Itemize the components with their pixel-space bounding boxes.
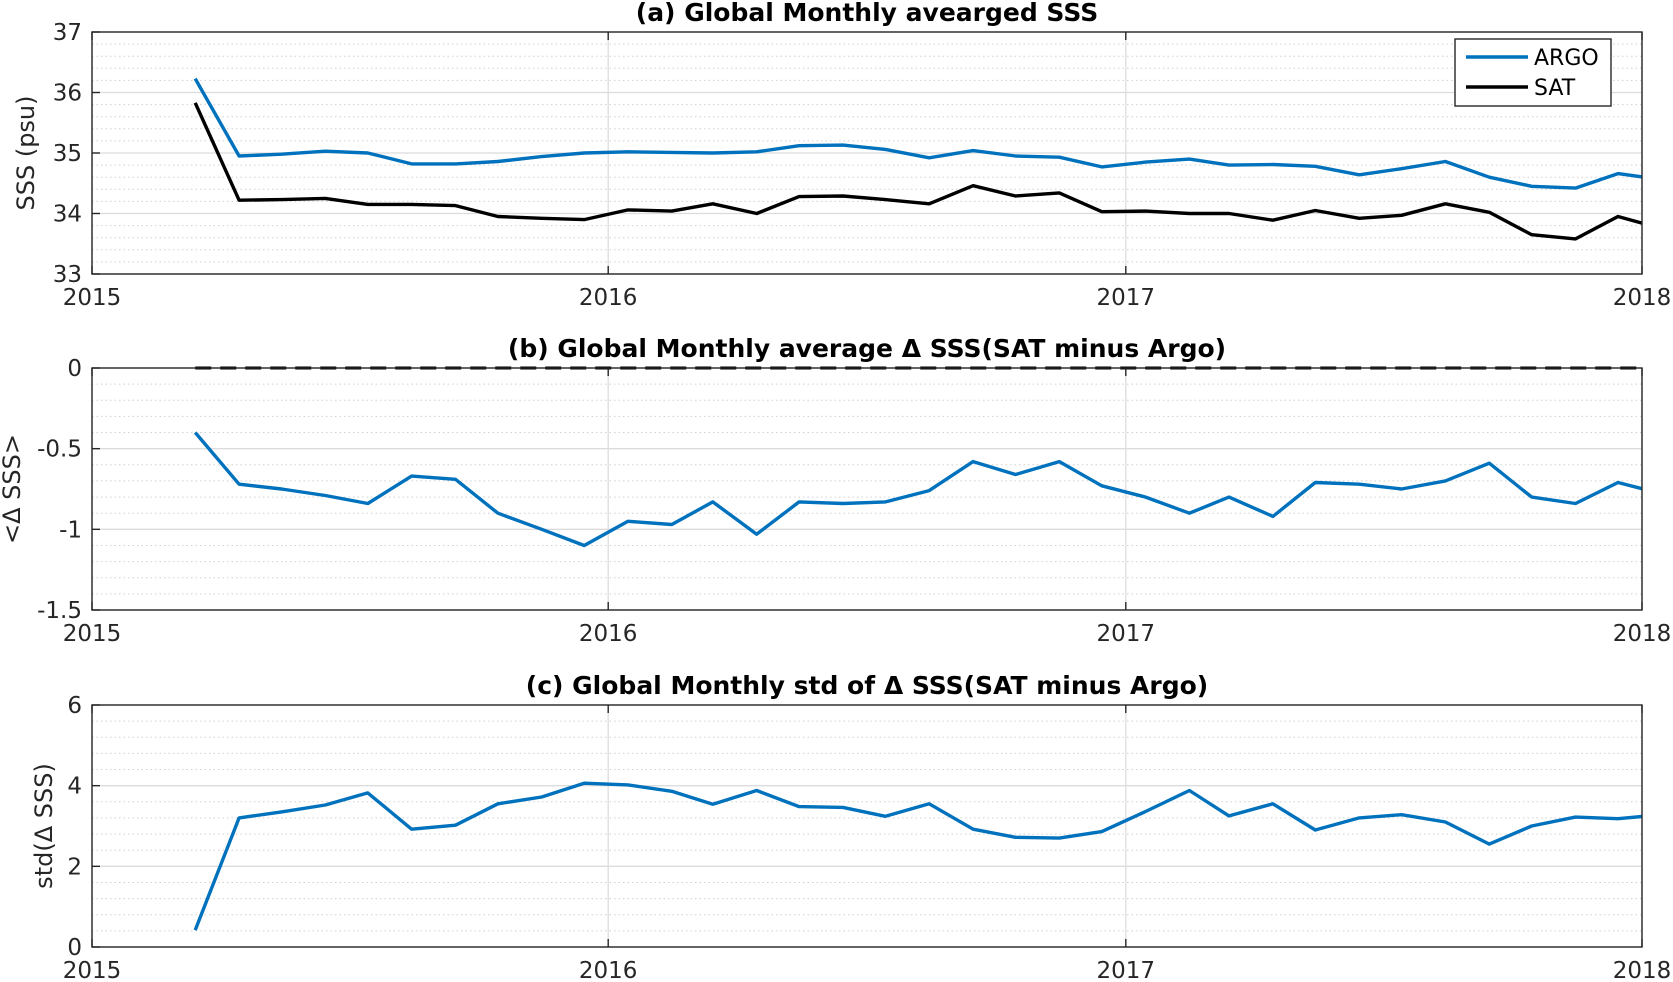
legend: ARGO SAT — [1454, 38, 1612, 107]
y-tick-label: 4 — [67, 774, 82, 800]
legend-sat-label: SAT — [1534, 76, 1576, 101]
panel-b: (b) Global Monthly average Δ SSS(SAT min… — [0, 334, 1671, 647]
x-tick-label: 2018 — [1613, 621, 1672, 647]
x-tick-label: 2016 — [579, 285, 638, 311]
series-line-delta-sss-panel-c — [193, 781, 1642, 931]
y-tick-label: 2 — [67, 854, 82, 880]
x-tick-label: 2015 — [63, 285, 122, 311]
x-tick-label: 2017 — [1097, 958, 1156, 982]
panel-c-ylabel: std(Δ SSS) — [30, 763, 58, 889]
panel-c-axes — [91, 704, 1643, 948]
series-line-sat-panel-a — [193, 102, 1642, 241]
y-tick-label: -1 — [59, 517, 82, 543]
x-tick-label: 2017 — [1097, 285, 1156, 311]
x-tick-label: 2015 — [63, 958, 122, 982]
y-tick-label: 37 — [53, 20, 82, 46]
y-tick-label: 0 — [67, 935, 82, 961]
y-tick-label: -0.5 — [37, 437, 82, 463]
y-tick-label: 34 — [53, 202, 82, 228]
y-tick-label: 33 — [53, 262, 82, 288]
panel-b-ylabel: <Δ SSS> — [0, 434, 26, 544]
legend-argo-label: ARGO — [1534, 46, 1599, 71]
panel-b-title: (b) Global Monthly average Δ SSS(SAT min… — [508, 334, 1226, 363]
series-line-delta-sss-panel-b — [193, 431, 1642, 548]
panel-b-axes — [91, 367, 1643, 611]
panel-a: (a) Global Monthly avearged SSS SSS (psu… — [12, 0, 1671, 311]
y-tick-label: -1.5 — [37, 598, 82, 624]
y-tick-label: 6 — [67, 693, 82, 719]
y-tick-label: 0 — [67, 356, 82, 382]
panel-c-title: (c) Global Monthly std of Δ SSS(SAT minu… — [526, 671, 1208, 700]
panel-a-ylabel: SSS (psu) — [12, 95, 40, 210]
y-tick-label: 36 — [53, 81, 82, 107]
series-line-argo-panel-a — [193, 77, 1642, 190]
x-tick-label: 2018 — [1613, 958, 1672, 982]
x-tick-label: 2015 — [63, 621, 122, 647]
y-tick-label: 35 — [53, 141, 82, 167]
panel-c: (c) Global Monthly std of Δ SSS(SAT minu… — [30, 671, 1671, 982]
panel-a-title: (a) Global Monthly avearged SSS — [636, 0, 1098, 27]
x-tick-label: 2016 — [579, 958, 638, 982]
x-tick-label: 2017 — [1097, 621, 1156, 647]
x-tick-label: 2018 — [1613, 285, 1672, 311]
x-tick-label: 2016 — [579, 621, 638, 647]
